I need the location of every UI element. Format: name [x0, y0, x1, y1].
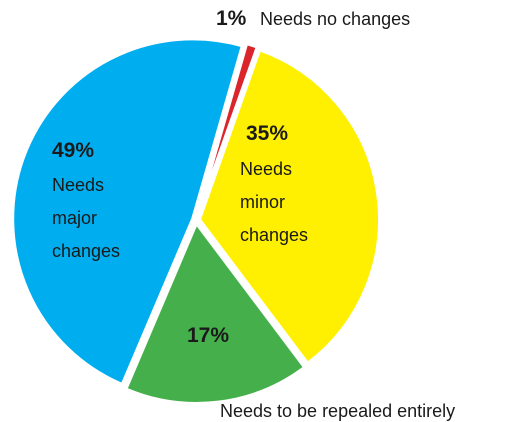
slice-minor-changes-label-line-1: Needs [240, 159, 292, 179]
pie-slices [11, 37, 381, 405]
slice-repealed-label: Needs to be repealed entirely [220, 401, 455, 421]
slice-major-changes [11, 37, 245, 387]
slice-minor-changes-label-line-2: minor [240, 192, 285, 212]
slice-no-changes-label: Needs no changes [260, 9, 410, 29]
slice-major-changes-label-line-2: major [52, 208, 97, 228]
slice-minor-changes-percent: 35% [246, 122, 288, 145]
slice-repealed [123, 220, 307, 405]
slice-repealed-percent: 17% [187, 324, 229, 347]
slice-major-changes-label-line-3: changes [52, 241, 120, 261]
slice-no-changes-percent: 1% [216, 7, 247, 30]
slice-minor-changes [197, 47, 381, 366]
slice-major-changes-percent: 49% [52, 139, 94, 162]
slice-no-changes [195, 41, 260, 218]
slice-major-changes-label-line-1: Needs [52, 175, 104, 195]
slice-minor-changes-label-line-3: changes [240, 225, 308, 245]
